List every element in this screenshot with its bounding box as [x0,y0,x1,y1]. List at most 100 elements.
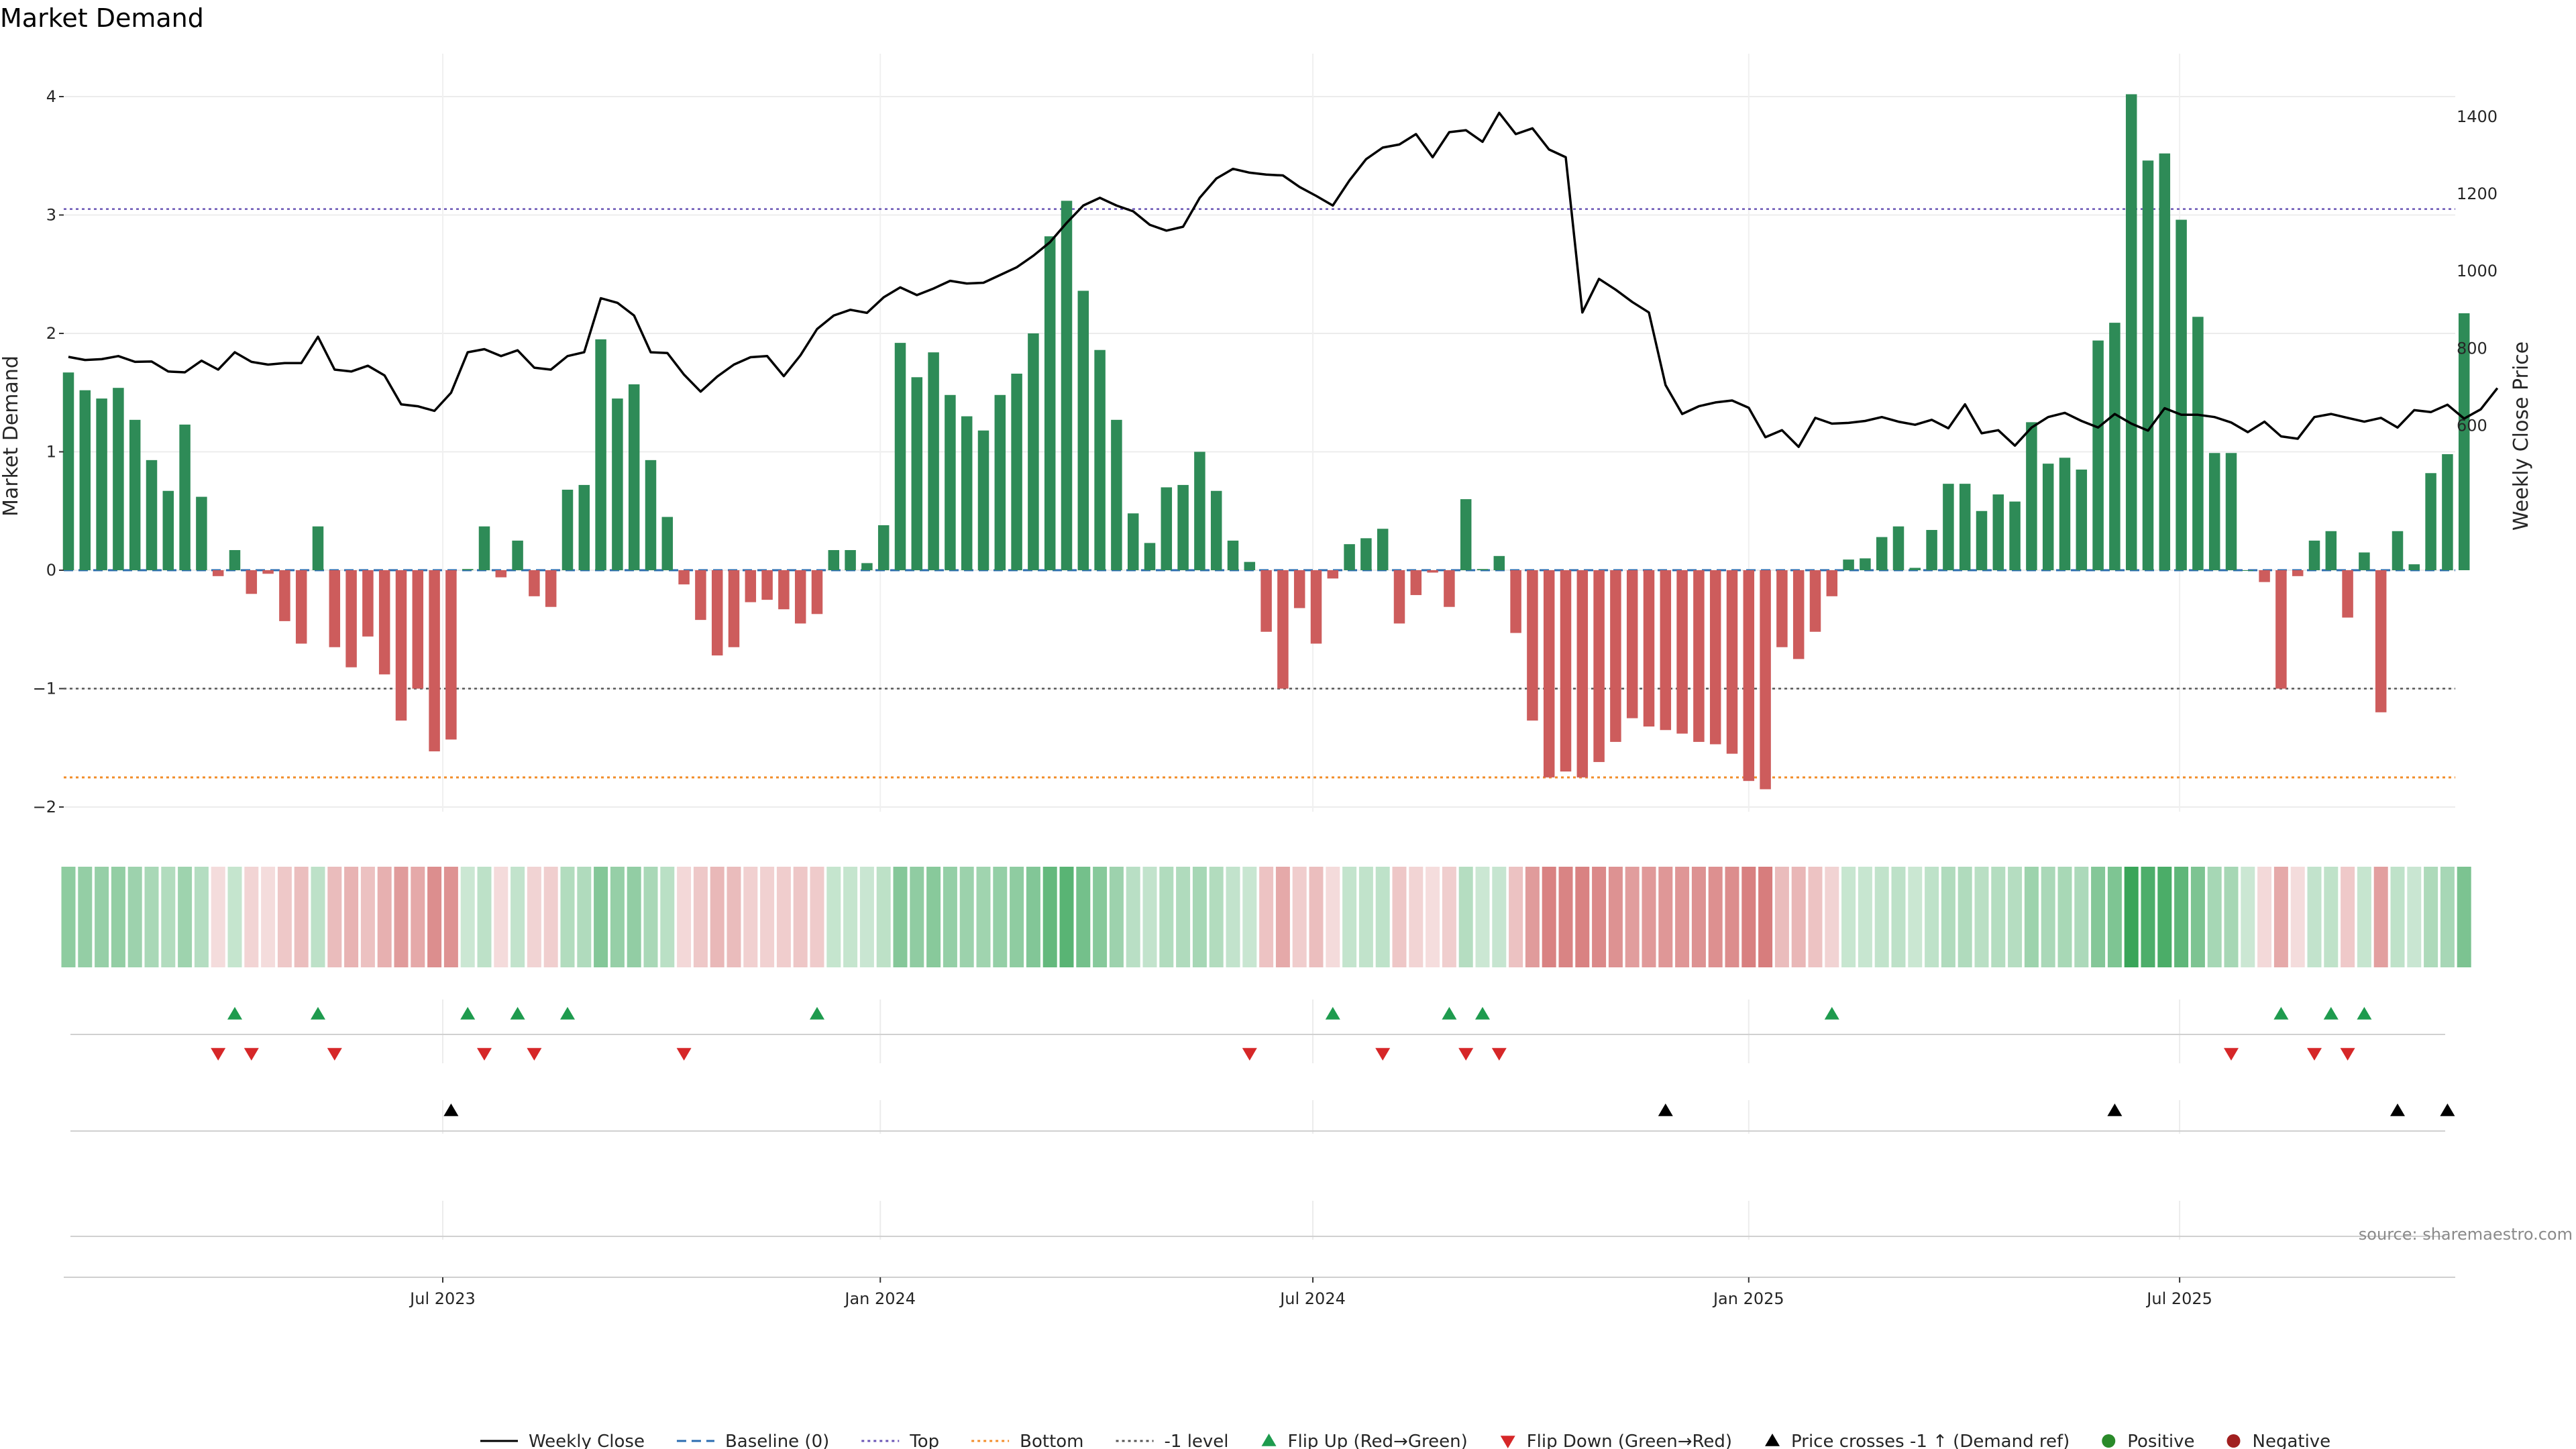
heat-cell [2357,867,2371,967]
demand-bar [894,343,906,570]
price-cross-marker [443,1104,459,1116]
demand-bar [1743,570,1755,782]
heat-cell [1226,867,1240,967]
demand-bar [262,570,274,574]
demand-bar [1709,570,1721,745]
flip-up-marker [810,1007,824,1020]
heat-cell [1509,867,1523,967]
demand-bar [1660,570,1672,731]
flip-down-marker [2307,1048,2322,1061]
left-tick-label: 4 [46,87,56,106]
heat-cell [2041,867,2055,967]
heat-cell [1242,867,1257,967]
flip-up-marker [2357,1007,2372,1020]
heat-cell [443,867,458,967]
demand-bar [645,460,657,570]
demand-bar [429,570,440,752]
demand-bar [229,549,241,570]
heat-cell [910,867,924,967]
flip-down-marker [2340,1048,2355,1061]
demand-bar [2109,323,2121,570]
heat-cell [2324,867,2339,967]
demand-bar [994,394,1006,570]
chart-title: Market Demand [0,3,204,33]
demand-heat-strip [61,867,2471,967]
demand-bar [695,570,706,621]
legend-swatch [1500,1436,1515,1448]
demand-bar [794,570,806,624]
price-cross-marker [2107,1104,2123,1116]
demand-bar [1576,570,1589,777]
demand-bar [678,570,690,585]
heat-cell [394,867,409,967]
flip-down-marker [211,1048,226,1061]
demand-bar [1776,570,1788,647]
demand-bar [612,398,623,570]
price-cross-marker [1658,1104,1673,1116]
heat-cell [1010,867,1024,967]
demand-bar [2142,160,2154,570]
heat-cell [61,867,76,967]
left-tick-label: 1 [46,443,56,462]
demand-bar [1892,526,1904,570]
legend-label: Bottom [1020,1432,1083,1449]
heat-cell [1492,867,1507,967]
heat-cell [2257,867,2272,967]
heat-cell [976,867,991,967]
right-tick-label: 1200 [2457,184,2498,203]
demand-bar [977,430,989,570]
heat-cell [1292,867,1307,967]
legend-swatch [1765,1434,1780,1446]
heat-cell [843,867,858,967]
heat-cell [294,867,309,967]
demand-bar [2042,464,2054,570]
heat-cell [577,867,592,967]
legend-swatch [2102,1434,2116,1448]
demand-bar [212,570,224,576]
heat-cell [2141,867,2155,967]
flip-up-marker [460,1007,476,1020]
demand-bar [2026,422,2037,570]
demand-bar [279,570,290,621]
heat-cell [95,867,109,967]
demand-bar [462,569,474,570]
heat-cell [1708,867,1723,967]
demand-bar [196,496,207,570]
heat-cell [594,867,608,967]
heat-cell [876,867,891,967]
demand-bar [1377,529,1389,570]
demand-bar [2259,570,2270,582]
heat-cell [311,867,325,967]
demand-bar [2425,473,2436,570]
demand-bar [1177,484,1189,570]
heat-cell [693,867,708,967]
flip-up-marker [510,1007,525,1020]
demand-bar [545,570,557,607]
heat-cell [1159,867,1174,967]
heat-cell [793,867,808,967]
heat-cell [2107,867,2122,967]
heat-cell [411,867,425,967]
legend-swatch [2226,1434,2241,1448]
legend: Weekly Close Baseline (0) Top Bottom -1 leve… [480,1432,2330,1449]
flip-up-marker [1824,1007,1839,1020]
heat-cell [2407,867,2422,967]
demand-bar [2342,570,2353,618]
demand-bar [2092,340,2104,570]
flip-up-marker [560,1007,575,1020]
flip-down-marker [1458,1048,1474,1061]
heat-cell [1908,867,1923,967]
demand-bar [1843,559,1854,570]
heat-cell [776,867,791,967]
heat-cell [527,867,541,967]
heat-cell [494,867,508,967]
demand-bar [1510,570,1521,633]
heat-cell [1375,867,1390,967]
heat-cell [78,867,93,967]
y-axis-label-left: Market Demand [0,356,23,517]
heat-cell [2224,867,2239,967]
demand-bar [412,570,424,689]
heat-cell [1691,867,1706,967]
demand-bar [1560,570,1572,772]
demand-bar [1477,569,1489,570]
